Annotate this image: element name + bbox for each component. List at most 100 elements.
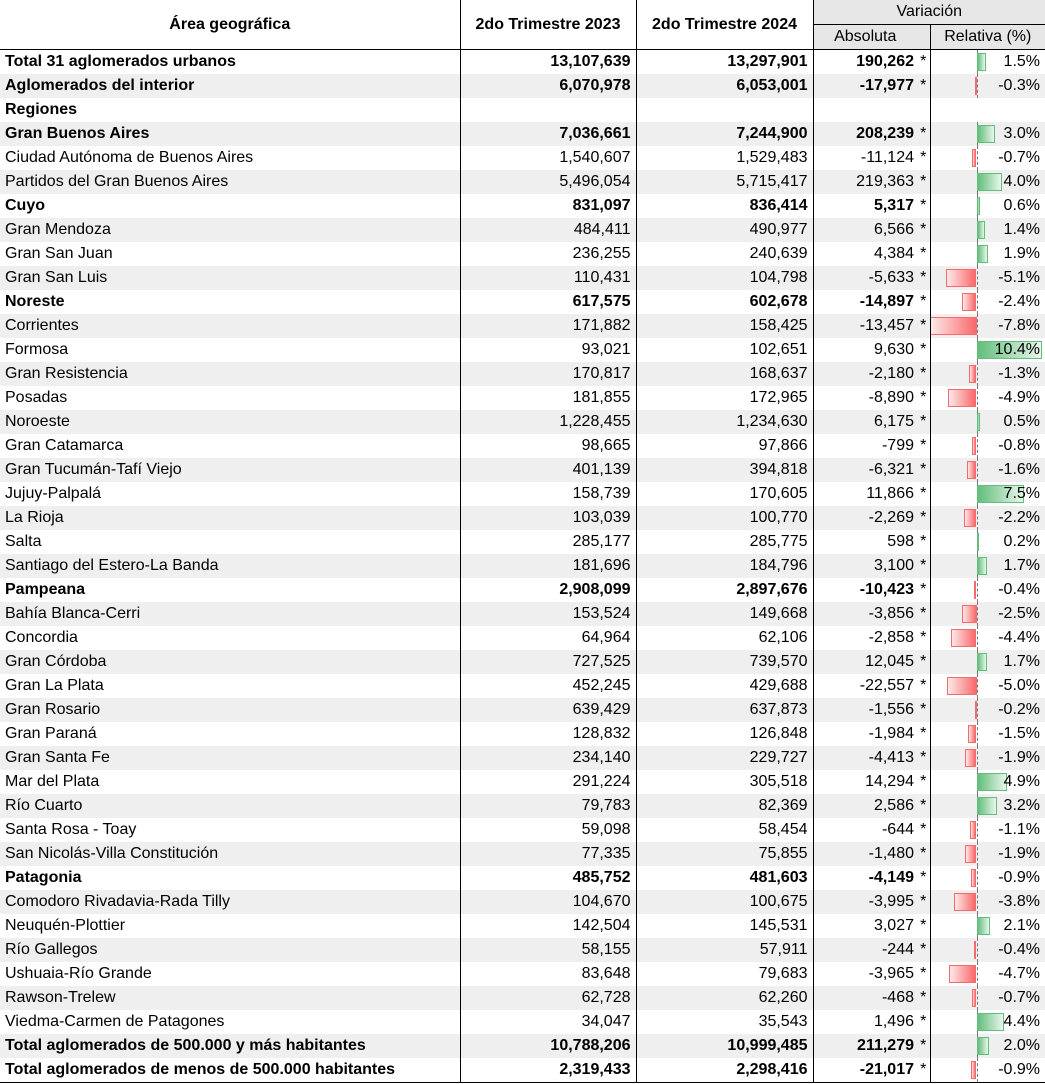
absolute-variation-cell: 6,566: [813, 218, 917, 242]
relative-variation-bar: [976, 341, 1043, 359]
q2024-cell: 394,818: [636, 458, 814, 482]
q2023-cell: 181,696: [460, 554, 637, 578]
area-name-cell: Santiago del Estero-La Banda: [0, 554, 461, 578]
q2024-cell: 240,639: [636, 242, 814, 266]
header-q2023: 2do Trimestre 2023: [460, 0, 637, 50]
table-row: Jujuy-Palpalá 158,739 170,605 11,866 * 7.5%: [0, 482, 1045, 506]
absolute-variation-cell: 211,279: [813, 1034, 917, 1058]
relative-variation-bar: [976, 1013, 1005, 1031]
q2024-cell: 602,678: [636, 290, 814, 314]
table-row: Gran Santa Fe 234,140 229,727 -4,413 * -1.9%: [0, 746, 1045, 770]
relative-variation-bar: [972, 149, 977, 167]
table-row: Pampeana 2,908,099 2,897,676 -10,423 * -0.4%: [0, 578, 1045, 602]
q2023-cell: 103,039: [460, 506, 637, 530]
q2023-cell: 158,739: [460, 482, 637, 506]
area-name-cell: Gran Mendoza: [0, 218, 461, 242]
significance-marker: *: [917, 74, 931, 98]
absolute-variation-cell: -17,977: [813, 74, 917, 98]
table-row: Gran San Luis 110,431 104,798 -5,633 * -5.1%: [0, 266, 1045, 290]
table-row: Río Cuarto 79,783 82,369 2,586 * 3.2%: [0, 794, 1045, 818]
q2023-cell: 1,228,455: [460, 410, 637, 434]
databar-axis: [976, 266, 978, 290]
databar-axis: [976, 938, 978, 962]
q2023-cell: [460, 98, 637, 122]
significance-marker: *: [917, 362, 931, 386]
q2023-cell: 285,177: [460, 530, 637, 554]
relative-variation-cell: -1.5%: [930, 722, 1045, 746]
area-name-cell: Gran Catamarca: [0, 434, 461, 458]
relative-variation-value: -4.9%: [998, 389, 1041, 406]
relative-variation-cell: -1.9%: [930, 746, 1045, 770]
relative-variation-value: -0.2%: [998, 701, 1041, 718]
absolute-variation-cell: -8,890: [868, 389, 914, 406]
q2023-cell: 10,788,206: [460, 1034, 637, 1058]
significance-marker: *: [917, 314, 931, 338]
q2024-cell: 836,414: [636, 194, 814, 218]
databar-axis: [976, 866, 978, 890]
header-relativa: Relativa (%): [930, 24, 1045, 50]
relative-variation-cell: -2.4%: [930, 290, 1045, 314]
significance-marker: *: [917, 122, 931, 146]
significance-marker: *: [917, 818, 931, 842]
absolute-variation-cell: 1,496: [873, 1013, 914, 1030]
table-row: Gran Mendoza 484,411 490,977 6,566 * 1.4%: [0, 218, 1045, 242]
q2023-cell: 13,107,639: [460, 49, 637, 74]
area-name-cell: Corrientes: [0, 314, 461, 338]
absolute-variation-cell: -2,858: [868, 629, 914, 646]
table-row: Posadas 181,855 172,965 -8,890 * -4.9%: [0, 386, 1045, 410]
relative-variation-cell: -0.3%: [930, 74, 1045, 98]
q2024-cell: 6,053,001: [636, 74, 814, 98]
q2023-cell: 59,098: [460, 818, 637, 842]
relative-variation-bar: [946, 269, 977, 287]
q2023-cell: 639,429: [460, 698, 637, 722]
area-name-cell: Gran Córdoba: [0, 650, 461, 674]
databar-axis: [976, 842, 978, 866]
databar-axis: [976, 626, 978, 650]
significance-marker: *: [917, 914, 931, 938]
absolute-variation-cell: 14,294: [865, 773, 914, 790]
absolute-variation-cell: -6,321: [813, 458, 917, 482]
area-name-cell: Noreste: [0, 290, 461, 314]
area-name-cell: Santa Rosa - Toay: [0, 818, 461, 842]
absolute-variation-cell: -3,856: [813, 602, 917, 626]
relative-variation-bar: [962, 293, 977, 311]
table-row: Viedma-Carmen de Patagones 34,047 35,543 1,…: [0, 1010, 1045, 1034]
q2023-cell: 110,431: [460, 266, 637, 290]
q2023-cell: 34,047: [460, 1010, 637, 1034]
table-row: Santiago del Estero-La Banda 181,696 184,7…: [0, 554, 1045, 578]
absolute-variation-cell: 5,317: [873, 197, 914, 214]
databar-axis: [976, 962, 978, 986]
databar-axis: [976, 818, 978, 842]
relative-variation-cell: -2.5%: [930, 602, 1045, 626]
area-name-cell: Total 31 aglomerados urbanos: [0, 49, 461, 74]
table-row: San Nicolás-Villa Constitución 77,335 75,8…: [0, 842, 1045, 866]
relative-variation-bar: [968, 365, 977, 383]
q2024-cell: 305,518: [636, 770, 814, 794]
absolute-variation-cell: -4,413: [813, 746, 917, 770]
area-name-cell: Río Gallegos: [0, 938, 461, 962]
relative-variation-cell: -0.4%: [930, 938, 1045, 962]
absolute-variation-cell: -11,124: [860, 149, 914, 166]
q2024-cell: 1,529,483: [636, 146, 814, 170]
header-variacion: Variación: [813, 0, 1045, 25]
relative-variation-bar: [974, 941, 977, 959]
absolute-variation-cell: 2,586: [813, 794, 917, 818]
relative-variation-value: -0.4%: [998, 941, 1041, 958]
q2024-cell: 13,297,901: [636, 49, 814, 74]
table-row: Neuquén-Plottier 142,504 145,531 3,027 * 2.1%: [0, 914, 1045, 938]
relative-variation-value: -2.4%: [998, 293, 1041, 310]
q2023-cell: 171,882: [460, 314, 637, 338]
relative-variation-bar: [976, 533, 979, 551]
relative-variation-value: 3.0%: [1003, 125, 1041, 142]
databar-axis: [976, 314, 978, 338]
area-name-cell: Gran Buenos Aires: [0, 122, 461, 146]
header-area: Área geográfica: [0, 0, 461, 50]
relative-variation-cell: -4.9%: [930, 386, 1045, 410]
relative-variation-cell: 1.7%: [930, 554, 1045, 578]
area-name-cell: Total aglomerados de menos de 500.000 ha…: [0, 1058, 461, 1083]
relative-variation-value: -0.9%: [998, 1061, 1041, 1078]
significance-marker: *: [917, 554, 931, 578]
area-name-cell: Gran Rosario: [0, 698, 461, 722]
significance-marker: *: [917, 506, 931, 530]
